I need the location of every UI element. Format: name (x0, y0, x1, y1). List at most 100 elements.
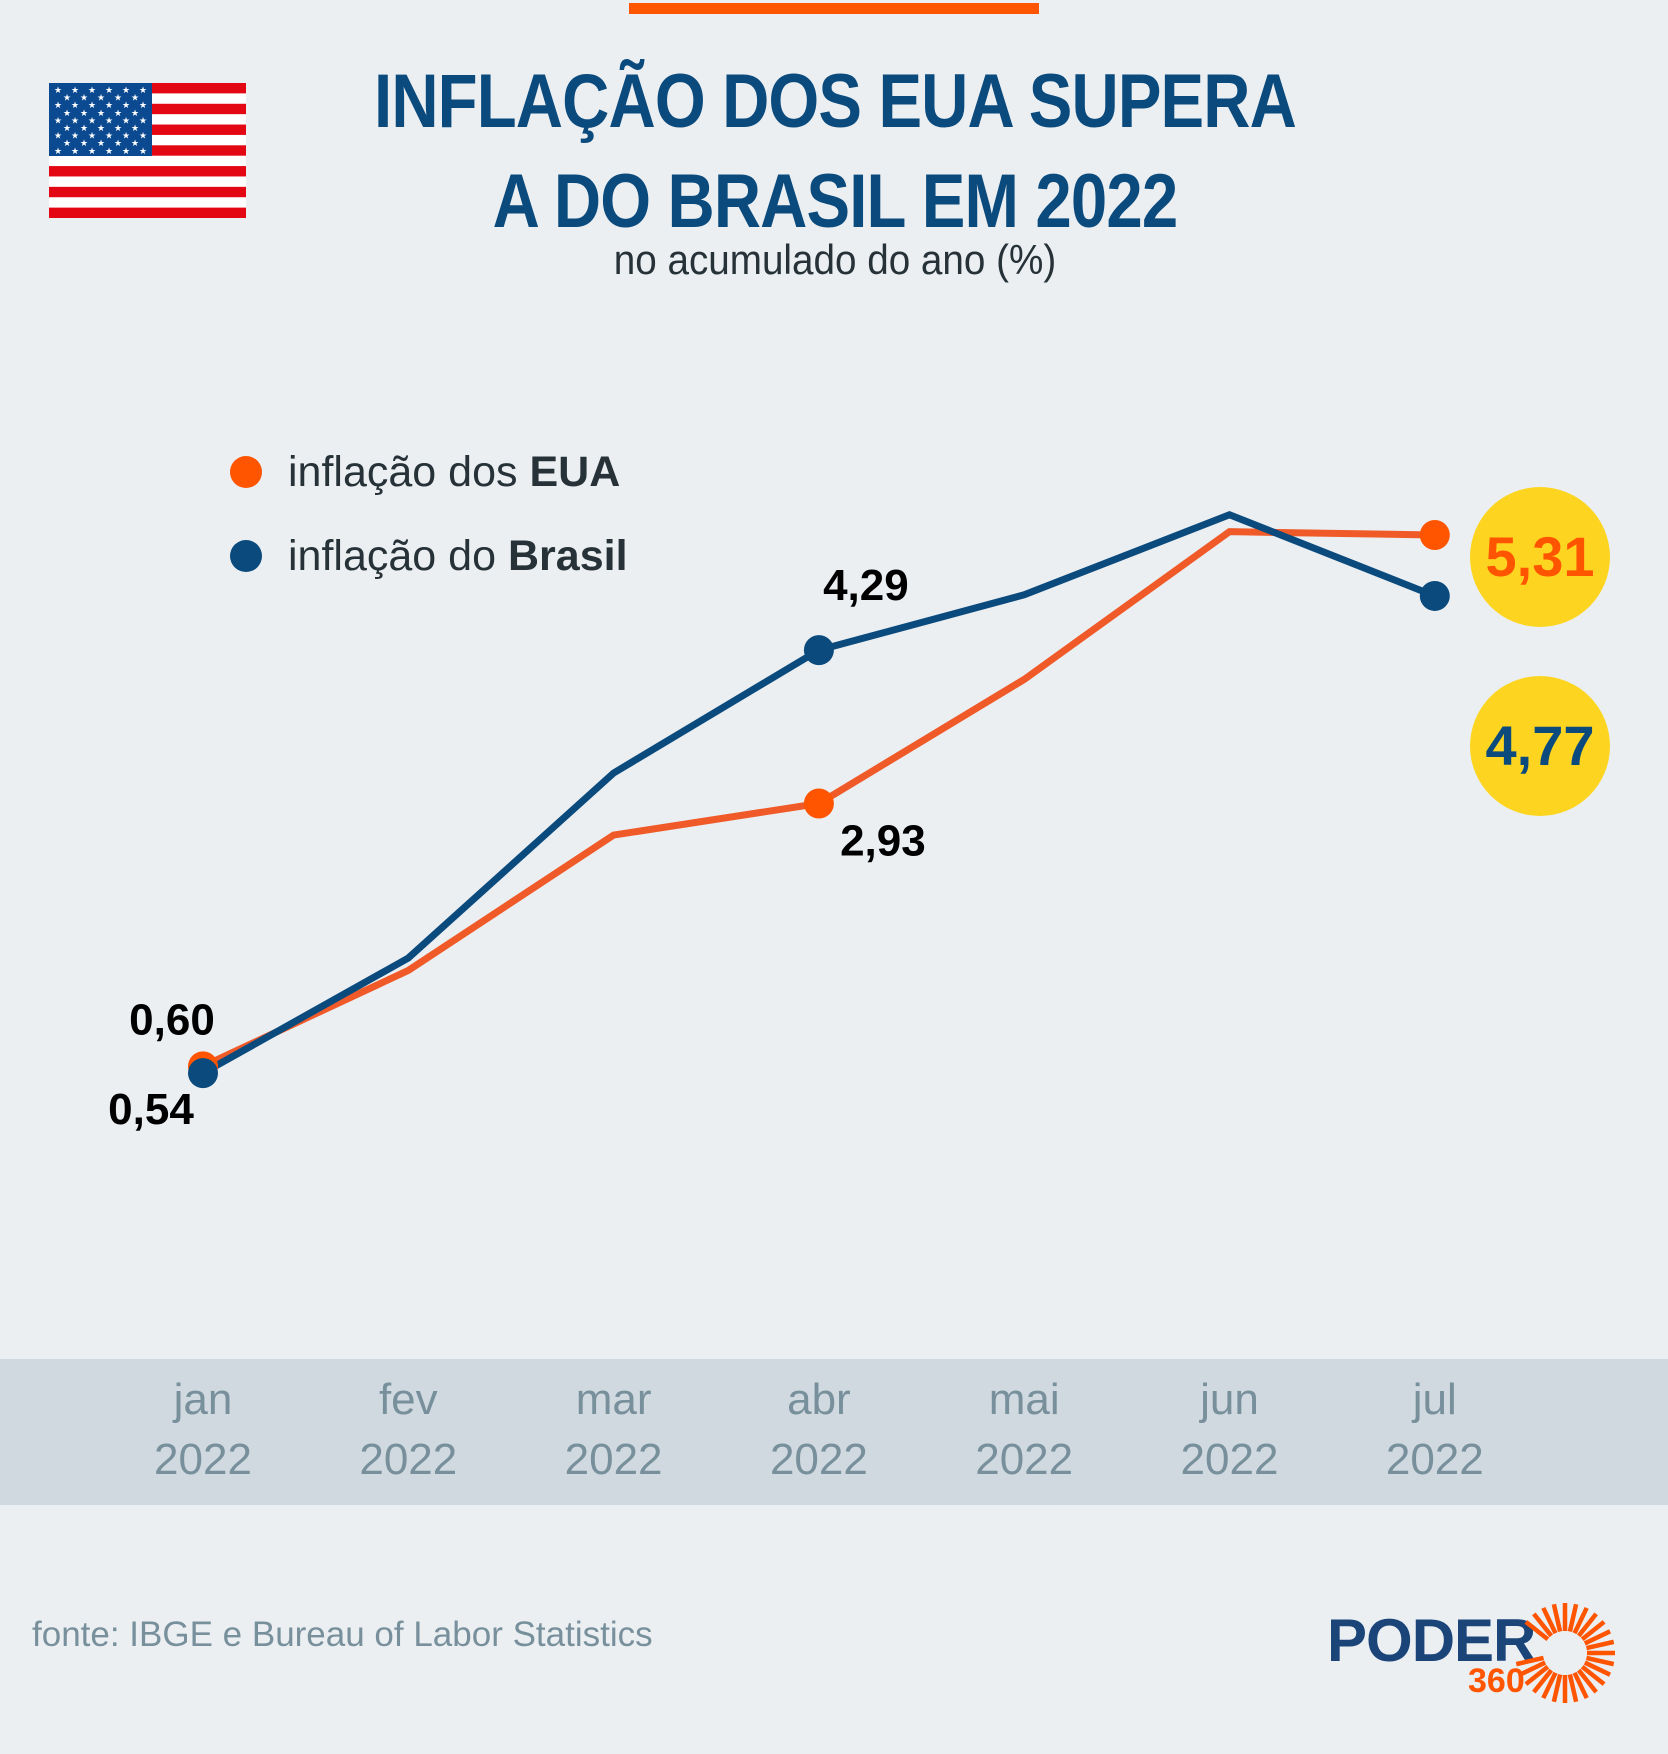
sunburst-ray (1585, 1655, 1615, 1667)
x-tick-jun: jun 2022 (1150, 1370, 1310, 1490)
legend-dot-usa-icon (230, 456, 262, 488)
flag-star: ★ (97, 108, 105, 118)
sunburst-ray (1580, 1620, 1606, 1642)
sunburst-ray (1576, 1668, 1598, 1694)
x-tick-year: 2022 (154, 1435, 252, 1484)
data-label-usa-jan: 0,60 (129, 995, 215, 1044)
top-accent-bar (629, 3, 1039, 14)
flag-star: ★ (114, 123, 122, 133)
x-tick-month: jun (1200, 1375, 1259, 1424)
flag-stripe (49, 186, 246, 198)
flag-stripe (49, 166, 246, 177)
x-tick-year: 2022 (975, 1435, 1074, 1484)
flag-star: ★ (88, 85, 96, 95)
flag-star: ★ (88, 131, 96, 141)
flag-star: ★ (122, 131, 130, 141)
data-label-usa-jul: 5,31 (1486, 525, 1595, 588)
x-tick-month: jan (173, 1375, 233, 1424)
data-label-brasil-jul: 4,77 (1486, 714, 1595, 777)
sunburst-ray (1583, 1660, 1612, 1677)
sunburst-ray (1567, 1603, 1579, 1633)
x-tick-jan: jan 2022 (123, 1370, 283, 1490)
source-note: fonte: IBGE e Bureau of Labor Statistics (32, 1615, 653, 1654)
data-point-brasil-jan (188, 1058, 218, 1089)
data-point-brasil-abr (803, 635, 834, 666)
flag-star: ★ (114, 138, 122, 148)
flag-star: ★ (54, 100, 62, 110)
flag-star: ★ (97, 93, 105, 103)
sunburst-ray (1524, 1620, 1550, 1642)
flag-star: ★ (114, 108, 122, 118)
flag-star: ★ (54, 131, 62, 141)
data-point-usa-abr (803, 788, 834, 819)
flag-star: ★ (131, 123, 139, 133)
flag-star: ★ (114, 93, 122, 103)
flag-star: ★ (54, 85, 62, 95)
x-tick-jul: jul 2022 (1355, 1370, 1515, 1490)
flag-star: ★ (139, 146, 147, 156)
x-tick-month: mai (988, 1375, 1060, 1424)
flag-star: ★ (71, 115, 79, 125)
data-point-usa-jul (1419, 520, 1450, 551)
data-label-usa-abr: 2,93 (840, 816, 926, 865)
sunburst-ray (1541, 1606, 1558, 1635)
sunburst-ray (1567, 1673, 1579, 1703)
title-line-1: INFLAÇÃO DOS EUA SUPERA (374, 59, 1297, 144)
flag-star: ★ (131, 93, 139, 103)
legend-dot-brasil-icon (230, 540, 262, 572)
x-axis-band (0, 1359, 1668, 1505)
x-tick-mar: mar 2022 (534, 1370, 694, 1490)
flag-star: ★ (88, 115, 96, 125)
flag-star: ★ (122, 85, 130, 95)
us-flag-icon: ★ ★ ★ ★ ★ ★★ ★ ★ ★ ★★ ★ ★ ★ ★ ★★ ★ ★ ★ ★★ ★ ★ ★ ★ ★★ ★ ★ ★ ★★ ★ ★ ★ ★ ★★… (49, 83, 246, 218)
sunburst-ray (1583, 1629, 1612, 1646)
sunburst-ray (1532, 1612, 1554, 1638)
poder360-logo: PODER 360 (1320, 1590, 1640, 1703)
flag-star: ★ (105, 100, 113, 110)
flag-star: ★ (131, 108, 139, 118)
sunburst-ray (1572, 1671, 1589, 1700)
flag-star: ★ (71, 85, 79, 95)
highlight-circle-usa (1470, 487, 1610, 627)
data-point-brasil-jul (1419, 580, 1450, 611)
flag-star: ★ (105, 115, 113, 125)
flag-star: ★ (88, 100, 96, 110)
x-tick-year: 2022 (359, 1435, 458, 1484)
flag-star: ★ (63, 138, 71, 148)
flag-star: ★ (54, 115, 62, 125)
legend-label-usa-bold: EUA (529, 447, 621, 496)
sunburst-ray (1541, 1671, 1558, 1700)
flag-star: ★ (71, 146, 79, 156)
subtitle: no acumulado do ano (%) (613, 236, 1057, 283)
flag-star: ★ (139, 115, 147, 125)
x-tick-month: mar (575, 1375, 652, 1424)
page-title: INFLAÇÃO DOS EUA SUPERA A DO BRASIL EM 2… (332, 52, 1338, 252)
flag-star: ★ (71, 131, 79, 141)
sunburst-ray (1532, 1668, 1554, 1694)
x-tick-year: 2022 (1180, 1435, 1279, 1484)
flag-star: ★ (122, 146, 130, 156)
flag-star: ★ (105, 85, 113, 95)
flag-star: ★ (80, 93, 88, 103)
sunburst-ray (1580, 1664, 1606, 1686)
sunburst-ray (1518, 1660, 1547, 1677)
flag-star: ★ (63, 93, 71, 103)
flag-star: ★ (139, 85, 147, 95)
line-chart: 0,60 2,93 5,31 0,54 4,29 4,77 (108, 487, 1610, 1134)
flag-star: ★ (139, 131, 147, 141)
flag-star: ★ (122, 115, 130, 125)
flag-star: ★ (105, 146, 113, 156)
sunburst-ray (1515, 1655, 1545, 1667)
x-tick-year: 2022 (1385, 1435, 1484, 1484)
sunburst-ray (1524, 1664, 1550, 1686)
flag-star: ★ (63, 108, 71, 118)
x-tick-mai: mai 2022 (944, 1370, 1104, 1490)
sunburst-ray (1572, 1606, 1589, 1635)
title-line-2: A DO BRASIL EM 2022 (492, 159, 1179, 244)
flag-star: ★ (105, 131, 113, 141)
flag-star: ★ (88, 146, 96, 156)
flag-star: ★ (80, 123, 88, 133)
sunburst-ray (1551, 1603, 1563, 1633)
flag-star: ★ (71, 100, 79, 110)
flag-star: ★ (131, 138, 139, 148)
